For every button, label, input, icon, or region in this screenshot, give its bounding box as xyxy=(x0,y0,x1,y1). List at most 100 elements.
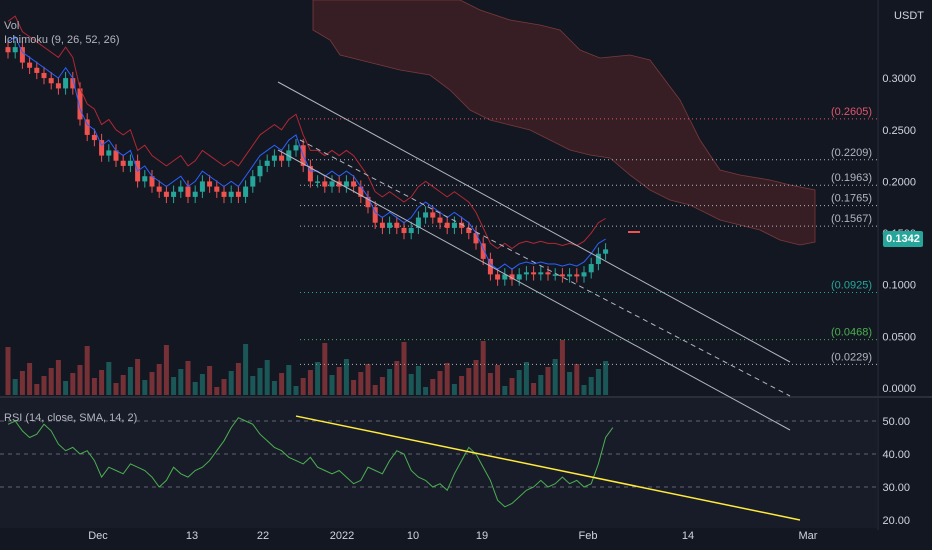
volume-bar xyxy=(91,378,97,395)
candle-body xyxy=(358,186,364,197)
volume-bar xyxy=(343,359,349,395)
volume-bar xyxy=(336,367,342,395)
date-axis-tick: 13 xyxy=(185,530,199,542)
volume-bar xyxy=(63,381,69,395)
candle-body xyxy=(459,222,465,228)
candle-body xyxy=(70,78,76,89)
volume-bar xyxy=(603,361,609,395)
volume-bar xyxy=(307,370,313,395)
volume-bar xyxy=(545,367,551,395)
candle-body xyxy=(603,249,609,254)
candle-body xyxy=(48,78,54,84)
candle-body xyxy=(264,160,270,166)
rsi-trendline xyxy=(295,415,801,521)
price-axis-tick: 0.2000 xyxy=(882,176,916,188)
rsi-axis-tick: 50.00 xyxy=(882,416,910,428)
volume-bar xyxy=(5,347,11,395)
candle-body xyxy=(595,253,601,265)
date-axis-tick: 10 xyxy=(406,530,420,542)
candle-body xyxy=(394,222,400,228)
candle-body xyxy=(545,272,551,275)
candle-body xyxy=(163,191,169,197)
volume-bar xyxy=(459,376,465,395)
volume-bar xyxy=(351,380,357,395)
volume-bar xyxy=(163,345,169,395)
date-axis-tick: 14 xyxy=(681,530,695,542)
volume-bar xyxy=(27,363,33,395)
price-axis-tick: 0.0000 xyxy=(882,383,916,395)
volume-bar xyxy=(12,379,18,395)
volume-bar xyxy=(466,368,472,395)
volume-bar xyxy=(34,384,40,395)
candle-body xyxy=(588,264,594,273)
candle-body xyxy=(127,160,133,166)
candle-body xyxy=(55,83,61,89)
price-axis-tick: 0.2500 xyxy=(882,125,916,137)
candle-body xyxy=(106,150,112,156)
candle-body xyxy=(502,274,508,280)
volume-bar xyxy=(235,363,241,395)
candle-body xyxy=(199,181,205,192)
candle-body xyxy=(423,212,429,218)
volume-bar xyxy=(415,366,421,395)
date-axis-tick: Feb xyxy=(578,530,598,542)
candle-body xyxy=(214,186,220,192)
volume-bar xyxy=(480,341,486,395)
tenkan-line xyxy=(7,36,606,270)
candle-body xyxy=(523,272,529,275)
candle-body xyxy=(415,217,421,228)
candle-body xyxy=(351,181,357,187)
volume-bar xyxy=(70,373,76,395)
volume-bar xyxy=(588,377,594,395)
candle-body xyxy=(430,212,436,218)
volume-bar xyxy=(523,362,529,395)
candle-body xyxy=(19,47,25,63)
date-axis-tick: 2022 xyxy=(329,530,355,542)
candle-body xyxy=(113,150,119,161)
candle-body xyxy=(379,222,385,228)
candle-body xyxy=(387,222,393,228)
candle-body xyxy=(171,191,177,197)
candle-body xyxy=(63,78,69,89)
volume-bar xyxy=(401,342,407,395)
volume-bar xyxy=(271,381,277,395)
candle-body xyxy=(473,233,479,244)
currency-label: USDT xyxy=(894,10,924,22)
fib-level-label: (0.0468) xyxy=(831,327,872,339)
candle-body xyxy=(228,191,234,197)
volume-bar xyxy=(372,385,378,395)
volume-bar xyxy=(408,374,414,395)
volume-bar xyxy=(156,364,162,395)
candle-body xyxy=(192,191,198,197)
volume-bar xyxy=(581,385,587,395)
candle-body xyxy=(574,274,580,277)
candle-body xyxy=(495,274,501,280)
volume-bar xyxy=(552,359,558,395)
candle-body xyxy=(84,119,90,135)
volume-bar xyxy=(379,377,385,395)
candle-body xyxy=(516,274,522,280)
volume-bar xyxy=(99,370,105,395)
fib-level-label: (0.2209) xyxy=(831,147,872,159)
candle-body xyxy=(552,274,558,276)
candle-body xyxy=(567,274,573,277)
candle-body xyxy=(401,227,407,234)
volume-bar xyxy=(365,364,371,395)
volume-bar xyxy=(538,375,544,395)
volume-bar xyxy=(135,359,141,395)
candle-body xyxy=(257,165,263,177)
fib-level-label: (0.0925) xyxy=(831,279,872,291)
volume-bar xyxy=(264,360,270,395)
volume-bar xyxy=(279,373,285,395)
date-axis-tick: 19 xyxy=(475,530,489,542)
volume-bar xyxy=(77,365,83,395)
rsi-axis-tick: 30.00 xyxy=(882,482,910,494)
volume-bar xyxy=(149,372,155,395)
volume-bar xyxy=(293,386,299,395)
volume-bar xyxy=(502,386,508,395)
volume-bar xyxy=(423,387,429,395)
ichimoku-cloud xyxy=(312,0,816,246)
volume-bar xyxy=(516,370,522,395)
candle-body xyxy=(444,222,450,228)
